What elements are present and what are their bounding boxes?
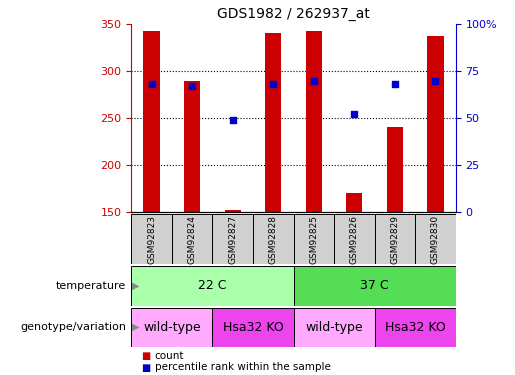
Text: GSM92829: GSM92829 — [390, 214, 400, 264]
Text: wild-type: wild-type — [305, 321, 363, 334]
Text: ■: ■ — [142, 351, 151, 361]
Text: count: count — [154, 351, 184, 361]
Bar — [265, 33, 281, 212]
Point — [188, 83, 196, 89]
Bar — [131, 308, 212, 347]
Bar — [225, 210, 241, 212]
Bar — [212, 308, 294, 347]
Text: ▶: ▶ — [132, 322, 140, 332]
Point — [391, 81, 399, 87]
Bar — [346, 193, 363, 212]
Text: 37 C: 37 C — [360, 279, 389, 292]
Point — [147, 81, 156, 87]
Bar — [306, 31, 322, 212]
Text: genotype/variation: genotype/variation — [20, 322, 126, 332]
Text: ■: ■ — [142, 363, 151, 372]
Bar — [184, 81, 200, 212]
Text: wild-type: wild-type — [143, 321, 201, 334]
Text: GSM92830: GSM92830 — [431, 214, 440, 264]
Bar — [415, 214, 456, 264]
Bar — [212, 214, 253, 264]
Bar — [131, 214, 172, 264]
Bar — [294, 266, 456, 306]
Bar — [374, 308, 456, 347]
Text: GSM92826: GSM92826 — [350, 214, 359, 264]
Bar — [253, 214, 294, 264]
Text: GSM92827: GSM92827 — [228, 214, 237, 264]
Bar — [294, 308, 374, 347]
Point — [432, 78, 440, 84]
Bar — [374, 214, 415, 264]
Text: GSM92828: GSM92828 — [269, 214, 278, 264]
Text: 22 C: 22 C — [198, 279, 227, 292]
Text: Hsa32 KO: Hsa32 KO — [385, 321, 445, 334]
Bar — [144, 31, 160, 212]
Point — [269, 81, 278, 87]
Bar — [172, 214, 212, 264]
Text: Hsa32 KO: Hsa32 KO — [222, 321, 283, 334]
Point — [310, 78, 318, 84]
Bar — [131, 266, 294, 306]
Text: GSM92823: GSM92823 — [147, 214, 156, 264]
Title: GDS1982 / 262937_at: GDS1982 / 262937_at — [217, 7, 370, 21]
Text: ▶: ▶ — [132, 281, 140, 291]
Text: percentile rank within the sample: percentile rank within the sample — [154, 363, 331, 372]
Text: GSM92825: GSM92825 — [310, 214, 318, 264]
Bar — [387, 127, 403, 212]
Text: GSM92824: GSM92824 — [187, 214, 197, 264]
Bar — [294, 214, 334, 264]
Point — [350, 111, 358, 117]
Bar — [427, 36, 443, 212]
Text: temperature: temperature — [56, 281, 126, 291]
Bar — [334, 214, 374, 264]
Point — [229, 117, 237, 123]
